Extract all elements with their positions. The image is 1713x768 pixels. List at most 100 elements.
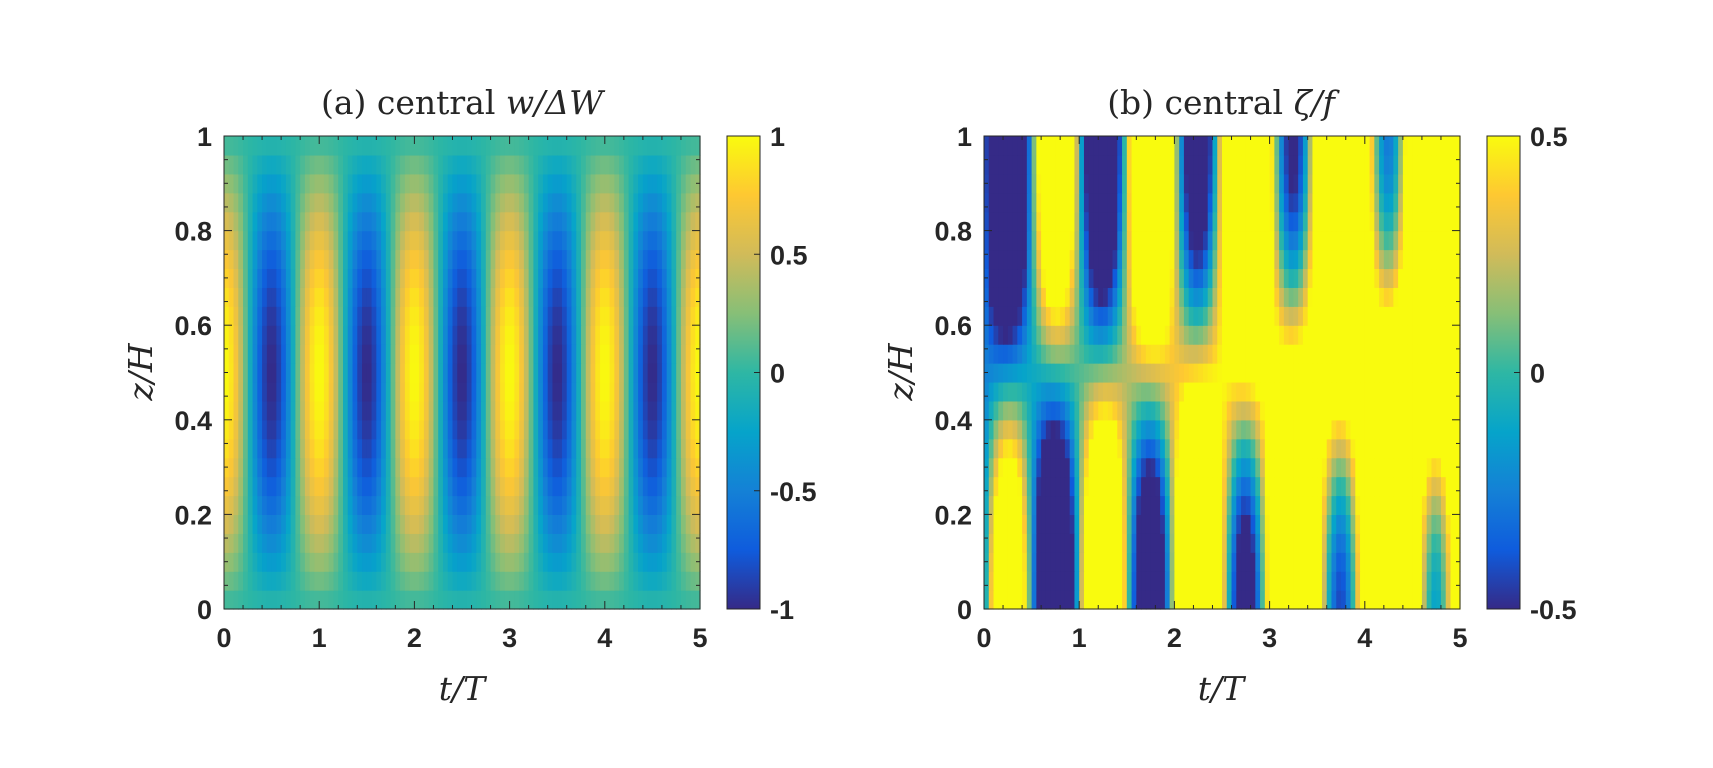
heatmap-cell [1336, 192, 1342, 213]
heatmap-cell [1298, 514, 1304, 534]
heatmap-cell [1398, 230, 1404, 251]
heatmap-cell [585, 230, 592, 251]
heatmap-cell [433, 438, 439, 459]
heatmap-cell [1236, 400, 1242, 421]
heatmap-cell [600, 571, 606, 591]
heatmap-cell [276, 249, 282, 270]
heatmap-cell [252, 211, 258, 232]
heatmap-cell [1302, 590, 1309, 610]
heatmap-cell [1164, 192, 1171, 213]
heatmap-cell [585, 173, 592, 194]
heatmap-cell [552, 590, 558, 610]
heatmap-cell [1207, 363, 1214, 383]
heatmap-cell [442, 514, 449, 534]
heatmap-cell [243, 533, 249, 553]
heatmap-cell [1236, 173, 1242, 194]
heatmap-cell [485, 192, 492, 213]
heatmap-cell [576, 344, 582, 364]
heatmap-cell [338, 419, 344, 440]
heatmap-cell [998, 154, 1004, 175]
heatmap-cell [695, 438, 701, 459]
heatmap-cell [1160, 325, 1166, 345]
heatmap-cell [457, 268, 463, 288]
heatmap-cell [1041, 154, 1047, 175]
heatmap-cell [1421, 514, 1428, 534]
heatmap-cell [1083, 419, 1090, 440]
heatmap-cell [1198, 268, 1204, 288]
heatmap-cell [647, 419, 653, 440]
heatmap-cell [224, 400, 230, 421]
heatmap-cell [1041, 476, 1047, 497]
heatmap-cell [376, 438, 382, 459]
heatmap-cell [666, 211, 673, 232]
heatmap-cell [1455, 533, 1461, 553]
heatmap-cell [680, 136, 687, 156]
heatmap-cell [609, 154, 615, 175]
heatmap-cell [557, 419, 563, 440]
heatmap-cell [252, 344, 258, 364]
heatmap-cell [1341, 438, 1347, 459]
heatmap-cell [300, 533, 306, 553]
heatmap-cell [266, 495, 273, 515]
heatmap-cell [500, 552, 506, 572]
heatmap-cell [657, 173, 663, 194]
heatmap-cell [1150, 571, 1156, 591]
y-tick-label: 0 [197, 595, 212, 625]
heatmap-cell [585, 590, 592, 610]
heatmap-cell [442, 552, 449, 572]
heatmap-cell [528, 457, 534, 478]
heatmap-cell [1426, 230, 1433, 251]
heatmap-cell [409, 419, 415, 440]
heatmap-cell [1150, 268, 1156, 288]
heatmap-cell [1412, 381, 1418, 402]
heatmap-cell [395, 363, 401, 383]
heatmap-cell [652, 192, 658, 213]
heatmap-cell [1245, 211, 1252, 232]
heatmap-cell [1093, 533, 1099, 553]
heatmap-cell [1236, 419, 1242, 440]
heatmap-cell [1150, 230, 1156, 251]
heatmap-cell [1226, 268, 1233, 288]
heatmap-cell [314, 533, 320, 553]
heatmap-cell [1003, 495, 1009, 515]
heatmap-cell [343, 268, 349, 288]
heatmap-cell [1117, 552, 1123, 572]
heatmap-cell [1074, 571, 1080, 591]
heatmap-cell [561, 552, 568, 572]
heatmap-cell [1331, 438, 1337, 459]
heatmap-cell [504, 476, 511, 497]
heatmap-cell [628, 476, 634, 497]
heatmap-cell [400, 249, 406, 270]
heatmap-cell [1150, 344, 1156, 364]
heatmap-cell [993, 211, 999, 232]
heatmap-cell [1169, 533, 1175, 553]
heatmap-cell [1431, 344, 1437, 364]
heatmap-cell [1064, 249, 1071, 270]
heatmap-cell [1274, 590, 1280, 610]
heatmap-cell [252, 476, 258, 497]
heatmap-cell [1217, 344, 1223, 364]
heatmap-cell [1431, 552, 1437, 572]
heatmap-cell [471, 590, 477, 610]
heatmap-cell [414, 211, 420, 232]
heatmap-cell [1355, 306, 1361, 326]
heatmap-cell [1379, 400, 1385, 421]
heatmap-cell [1131, 533, 1137, 553]
heatmap-cell [1083, 249, 1090, 270]
heatmap-cell [557, 363, 563, 383]
heatmap-cell [595, 533, 601, 553]
heatmap-cell [676, 457, 682, 478]
heatmap-cell [471, 173, 477, 194]
heatmap-cell [1445, 249, 1452, 270]
heatmap-cell [571, 192, 577, 213]
heatmap-cell [1279, 154, 1285, 175]
heatmap-cell [238, 230, 244, 251]
heatmap-cell [509, 249, 515, 270]
heatmap-cell [1136, 230, 1142, 251]
heatmap-cell [1241, 381, 1247, 402]
heatmap-cell [366, 154, 373, 175]
heatmap-cell [1193, 533, 1199, 553]
heatmap-cell [1017, 438, 1023, 459]
heatmap-cell [1241, 154, 1247, 175]
heatmap-cell [1431, 211, 1437, 232]
